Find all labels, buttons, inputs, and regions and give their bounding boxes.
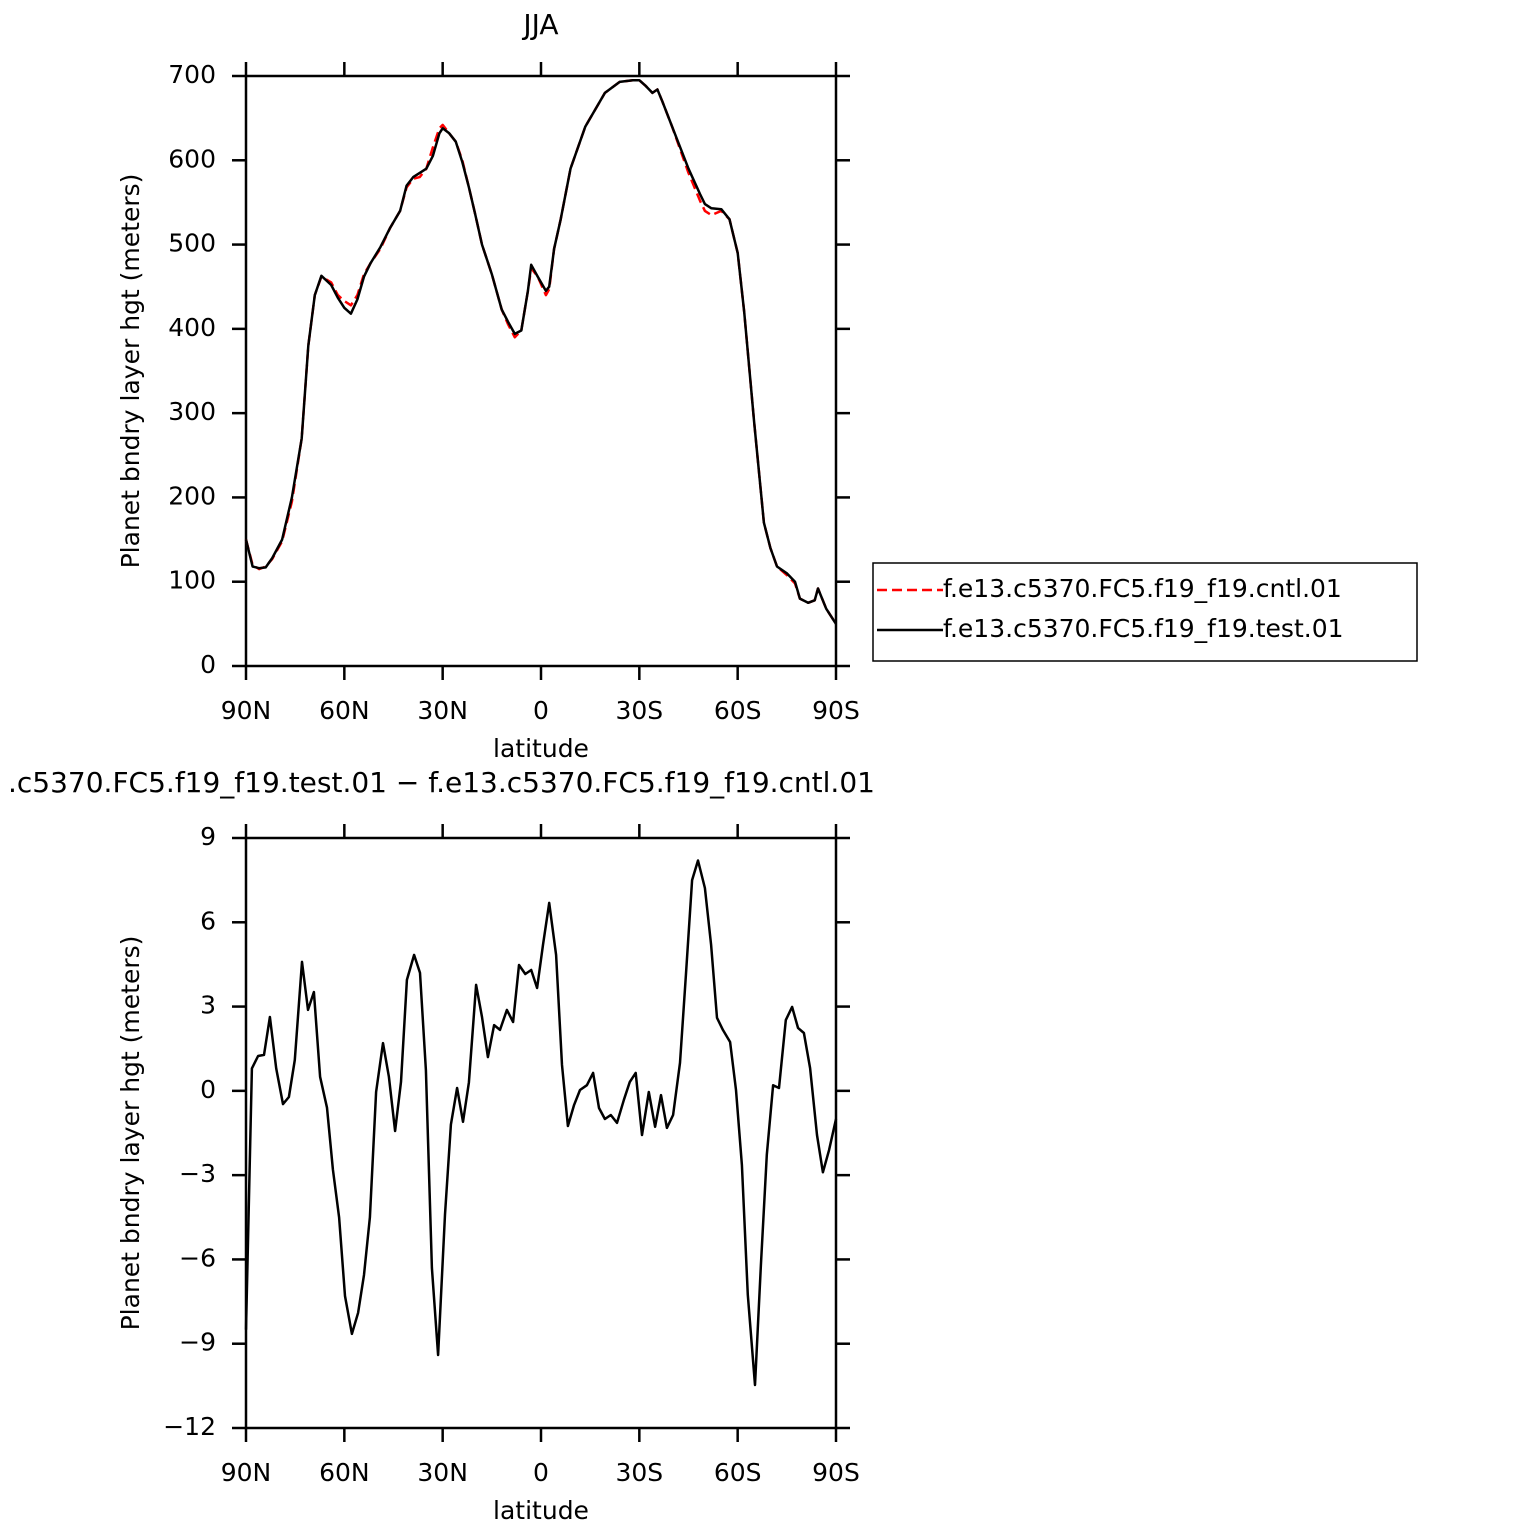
y-tick-label: 3 — [200, 991, 216, 1020]
x-tick-label: 60N — [319, 696, 370, 725]
x-tick-label: 0 — [533, 1458, 549, 1487]
x-tick-label: 90S — [812, 1458, 860, 1487]
data-line — [244, 78, 838, 625]
x-tick-label: 30S — [615, 1458, 663, 1487]
chart-title: JJA — [521, 8, 558, 41]
x-tick-label: 30N — [417, 1458, 468, 1487]
x-tick-label: 60S — [714, 696, 762, 725]
x-tick-label: 90S — [812, 696, 860, 725]
y-tick-label: −3 — [179, 1159, 216, 1188]
legend-label: f.e13.c5370.FC5.f19_f19.test.01 — [943, 614, 1344, 643]
y-tick-label: 0 — [200, 1075, 216, 1104]
y-tick-label: 700 — [168, 60, 216, 89]
y-axis-label: Planet bndry layer hgt (meters) — [116, 936, 145, 1331]
y-tick-label: 600 — [168, 144, 216, 173]
x-tick-label: 60S — [714, 1458, 762, 1487]
x-tick-label: 30N — [417, 696, 468, 725]
x-tick-label: 30S — [615, 696, 663, 725]
y-tick-label: 9 — [200, 822, 216, 851]
data-line — [244, 859, 838, 1387]
y-tick-label: −6 — [179, 1243, 216, 1272]
x-tick-label: 90N — [221, 1458, 272, 1487]
x-tick-label: 90N — [221, 696, 272, 725]
y-tick-label: 200 — [168, 481, 216, 510]
y-tick-label: −12 — [163, 1412, 216, 1441]
y-tick-label: 500 — [168, 229, 216, 258]
y-tick-label: 400 — [168, 313, 216, 342]
legend-box — [872, 562, 1418, 662]
y-tick-label: 6 — [200, 906, 216, 935]
chart-title: .c5370.FC5.f19_f19.test.01 − f.e13.c5370… — [8, 766, 875, 799]
y-tick-label: 100 — [168, 566, 216, 595]
y-tick-label: 0 — [200, 650, 216, 679]
x-axis-label: latitude — [493, 734, 589, 763]
y-tick-label: −9 — [179, 1328, 216, 1357]
x-tick-label: 60N — [319, 1458, 370, 1487]
x-axis-label: latitude — [493, 1496, 589, 1525]
plot-frame — [244, 836, 838, 1430]
legend-label: f.e13.c5370.FC5.f19_f19.cntl.01 — [943, 574, 1342, 603]
y-tick-label: 300 — [168, 397, 216, 426]
x-tick-label: 0 — [533, 696, 549, 725]
y-axis-label: Planet bndry layer hgt (meters) — [116, 174, 145, 569]
plot-frame — [244, 74, 838, 668]
